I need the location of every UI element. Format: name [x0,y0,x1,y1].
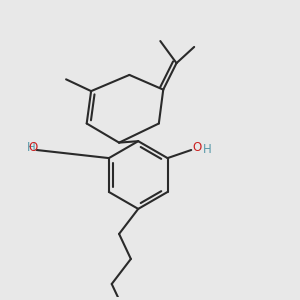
Text: O: O [193,141,202,154]
Text: H: H [202,143,211,157]
Text: O: O [29,141,38,154]
Text: H: H [26,141,35,154]
